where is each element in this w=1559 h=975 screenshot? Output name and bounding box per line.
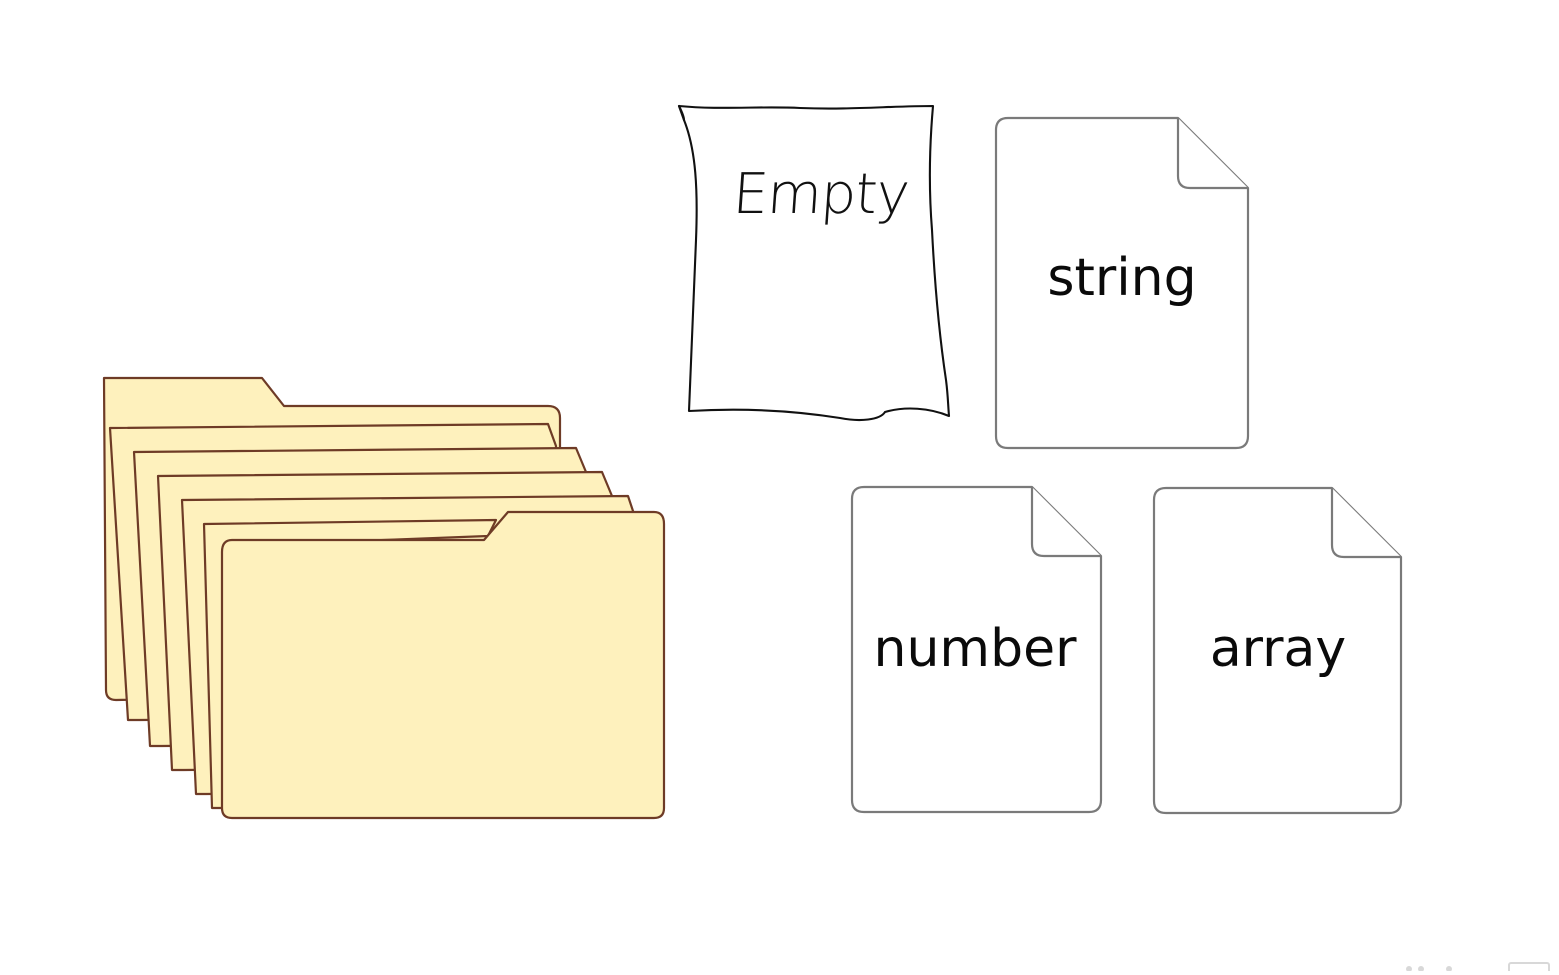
array-document-page [1152, 486, 1403, 815]
string-label: string [1047, 248, 1196, 308]
document-icon-array: array [1152, 486, 1403, 815]
folder-front [220, 510, 666, 820]
document-icon-number: number [850, 485, 1103, 814]
hand-drawn-empty-box-icon [677, 104, 951, 422]
video-controls-icon [1406, 962, 1550, 971]
empty-label: Empty [730, 162, 911, 227]
string-document-fold [1176, 118, 1248, 190]
number-document-fold [1030, 487, 1101, 558]
array-label: array [1210, 619, 1346, 679]
folder-stack-icon [102, 376, 666, 820]
empty-box-left-edge [677, 104, 686, 122]
string-document-page [994, 116, 1250, 450]
array-document-fold [1330, 488, 1401, 559]
number-document-page [850, 485, 1103, 814]
number-label: number [874, 619, 1078, 679]
document-icon-string: string [994, 116, 1250, 450]
empty-box-outline [677, 104, 951, 422]
